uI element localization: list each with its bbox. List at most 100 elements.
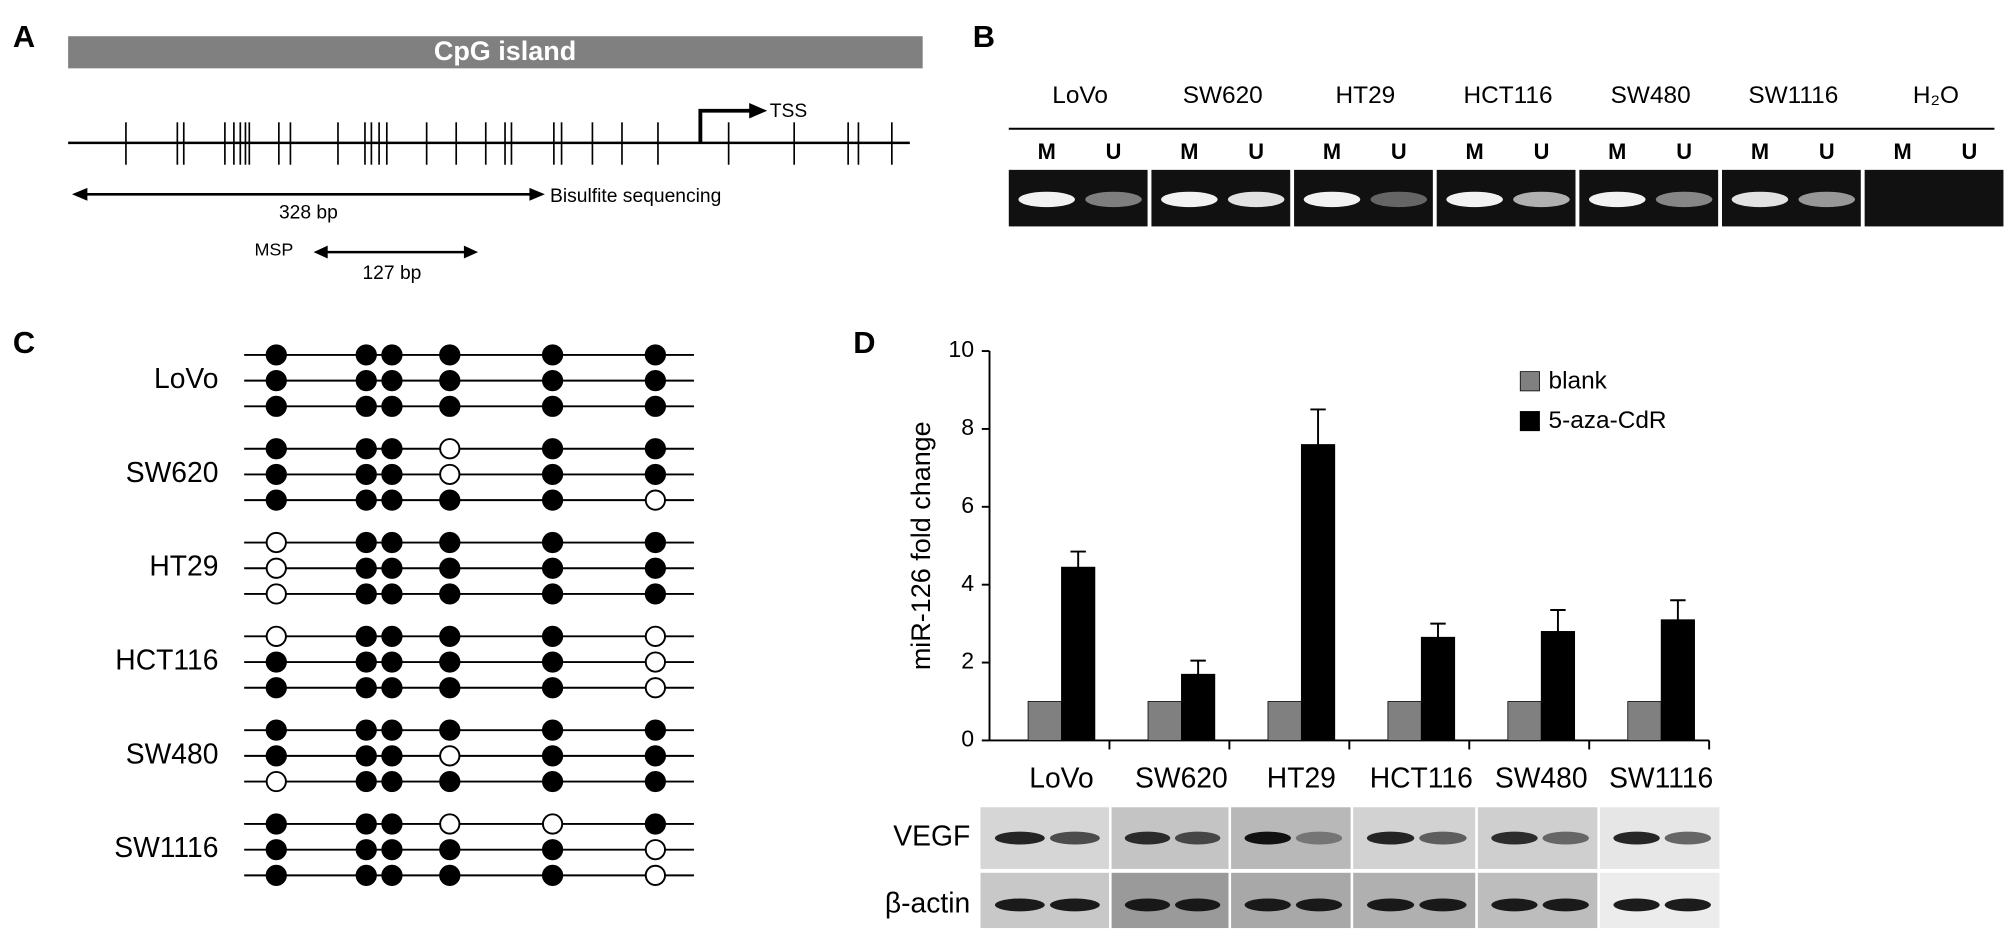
cpg-island-bar	[68, 36, 923, 69]
cpg-circle	[644, 813, 666, 835]
cpg-circle	[541, 864, 564, 886]
blot-band	[1366, 831, 1415, 845]
blot-band	[1491, 898, 1538, 912]
cpg-circle	[381, 395, 403, 417]
cpg-circle	[644, 770, 666, 793]
cpg-circle	[265, 745, 287, 767]
cpg-circle	[644, 651, 666, 673]
blot-band	[1419, 898, 1467, 912]
blot-band	[1613, 831, 1660, 845]
cpg-circle	[265, 719, 287, 741]
cpg-circle	[355, 370, 377, 392]
sample-label: LoVo	[154, 362, 218, 394]
blot-band	[1049, 898, 1100, 912]
cpg-circle	[355, 813, 377, 835]
cpg-circle	[644, 839, 666, 861]
cpg-circle	[355, 583, 377, 605]
cpg-circle	[265, 583, 287, 605]
cpg-circle	[439, 677, 461, 699]
cpg-circle	[355, 557, 377, 579]
msp-label: MSP	[254, 240, 293, 260]
y-tick-label: 4	[961, 570, 974, 596]
blot-band	[1174, 831, 1221, 845]
bar	[1660, 619, 1695, 741]
cpg-circle	[355, 531, 377, 554]
legend-label: blank	[1549, 367, 1608, 394]
blot-band	[1244, 898, 1291, 912]
gel-band	[1731, 191, 1789, 208]
panel-label: D	[853, 325, 875, 360]
gel-band	[1085, 191, 1142, 208]
y-tick-label: 10	[948, 336, 974, 362]
error-bar	[1190, 659, 1206, 675]
western-blot: VEGF β-actin	[885, 807, 1720, 929]
bar	[1027, 701, 1062, 741]
sample-label: SW480	[1611, 82, 1691, 109]
cpg-circle	[265, 438, 287, 460]
cpg-circle	[439, 745, 461, 767]
cpg-circle	[381, 438, 403, 460]
cpg-circle	[541, 813, 564, 835]
cpg-circle	[644, 438, 666, 460]
cpg-circle	[644, 719, 666, 741]
bisulfite-length: 328 bp	[279, 203, 338, 224]
cpg-circle	[265, 370, 287, 392]
cpg-circle	[439, 625, 461, 647]
sample-label: LoVo	[1052, 82, 1108, 109]
sample-label: HCT116	[1463, 82, 1552, 109]
panel-label: B	[973, 19, 995, 54]
blot-band	[1491, 831, 1538, 845]
cpg-circle	[541, 531, 564, 554]
cpg-circle	[381, 839, 403, 861]
cpg-circle	[355, 839, 377, 861]
sample-label: H₂O	[1913, 82, 1959, 109]
sample-label: SW1116	[1748, 82, 1838, 109]
x-tick-label: SW480	[1495, 762, 1588, 794]
cpg-circle	[644, 583, 666, 605]
cpg-circle	[541, 770, 564, 793]
cpg-circle	[439, 583, 461, 605]
cpg-circle	[541, 344, 564, 366]
y-tick-label: 2	[961, 648, 974, 674]
cpg-circle	[381, 370, 403, 392]
gel-band	[1303, 191, 1361, 208]
gel: LoVo M U SW620 M U HT29 M U HCT116 M U SW480 M U SW1116…	[1008, 82, 2004, 227]
cpg-circle	[265, 864, 287, 886]
cpg-circle	[644, 557, 666, 579]
gel-band	[1655, 191, 1713, 208]
cpg-circle	[644, 531, 666, 554]
cpg-circle	[265, 813, 287, 835]
error-bar	[1670, 599, 1686, 620]
lane-label: U	[1819, 139, 1835, 164]
cpg-circle	[355, 395, 377, 417]
cpg-circle	[644, 745, 666, 767]
x-tick-label: SW1116	[1609, 762, 1713, 794]
cpg-circle	[541, 625, 564, 647]
panel-label: C	[13, 325, 35, 360]
x-tick-label: SW620	[1135, 762, 1228, 794]
y-tick-label: 8	[961, 414, 974, 440]
cpg-circle	[381, 583, 403, 605]
bar	[1420, 636, 1456, 741]
bar	[1627, 701, 1662, 741]
cpg-circle	[381, 531, 403, 554]
cpg-circle	[265, 651, 287, 673]
cpg-circle	[381, 864, 403, 886]
cpg-circle	[439, 719, 461, 741]
cpg-circle	[381, 813, 403, 835]
blot-band	[1295, 831, 1343, 845]
cpg-island-label: CpG island	[434, 36, 576, 66]
cpg-circle	[265, 839, 287, 861]
cpg-circle	[644, 463, 666, 486]
gel-band	[1227, 191, 1285, 208]
cpg-circle	[381, 625, 403, 647]
legend-swatch	[1519, 371, 1540, 392]
bar	[1540, 631, 1576, 741]
msp-length: 127 bp	[362, 263, 421, 284]
cpg-circle	[265, 395, 287, 417]
blot-band	[1664, 831, 1712, 845]
bar	[1387, 701, 1422, 741]
y-tick-label: 6	[961, 492, 974, 518]
cpg-circle	[439, 864, 461, 886]
cpg-circle	[355, 489, 377, 511]
